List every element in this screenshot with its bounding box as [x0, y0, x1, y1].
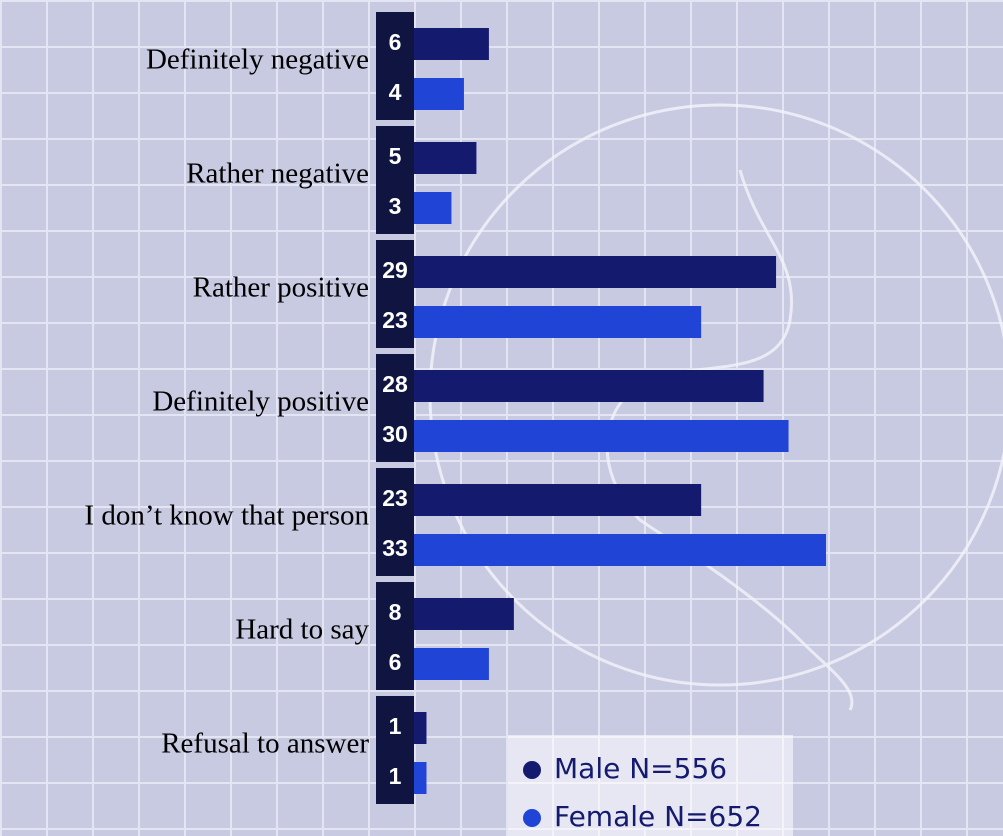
legend-label: Male N=556 — [554, 752, 727, 785]
data-label: 33 — [382, 535, 408, 561]
data-label: 6 — [389, 29, 402, 55]
bar — [414, 762, 427, 794]
bar — [414, 712, 427, 744]
bar — [414, 78, 464, 110]
data-label: 28 — [382, 371, 408, 397]
category-label: Hard to say — [235, 614, 369, 646]
data-label: 1 — [389, 763, 402, 789]
label-box — [376, 240, 414, 348]
bar — [414, 420, 789, 452]
bar — [414, 484, 702, 516]
bar — [414, 28, 489, 60]
category-label: Rather positive — [193, 272, 369, 304]
bar — [414, 534, 826, 566]
bar — [414, 598, 514, 630]
data-label: 23 — [382, 485, 408, 511]
data-label: 29 — [382, 257, 408, 283]
data-label: 5 — [389, 143, 402, 169]
data-label: 4 — [389, 79, 402, 105]
bar — [414, 306, 702, 338]
background-decoration — [428, 103, 1003, 711]
label-box — [376, 12, 414, 120]
category-label: Refusal to answer — [161, 728, 369, 760]
legend-marker — [523, 809, 541, 827]
bar — [414, 370, 764, 402]
category-label: Definitely positive — [152, 386, 369, 418]
data-label: 30 — [382, 421, 408, 447]
category-label: Rather negative — [186, 158, 369, 190]
legend-box — [508, 735, 793, 836]
bar — [414, 142, 477, 174]
data-label: 3 — [389, 193, 402, 219]
label-box — [376, 696, 414, 804]
data-label: 6 — [389, 649, 402, 675]
data-label: 8 — [389, 599, 402, 625]
category-label: I don’t know that person — [84, 500, 369, 532]
label-box — [376, 126, 414, 234]
label-box — [376, 468, 414, 576]
data-label: 1 — [389, 713, 402, 739]
bar — [414, 648, 489, 680]
legend-marker — [523, 761, 541, 779]
bar — [414, 256, 777, 288]
legend-label: Female N=652 — [554, 800, 762, 833]
data-label: 23 — [382, 307, 408, 333]
bar — [414, 192, 452, 224]
label-box — [376, 582, 414, 690]
label-box — [376, 354, 414, 462]
category-label: Definitely negative — [146, 44, 369, 76]
